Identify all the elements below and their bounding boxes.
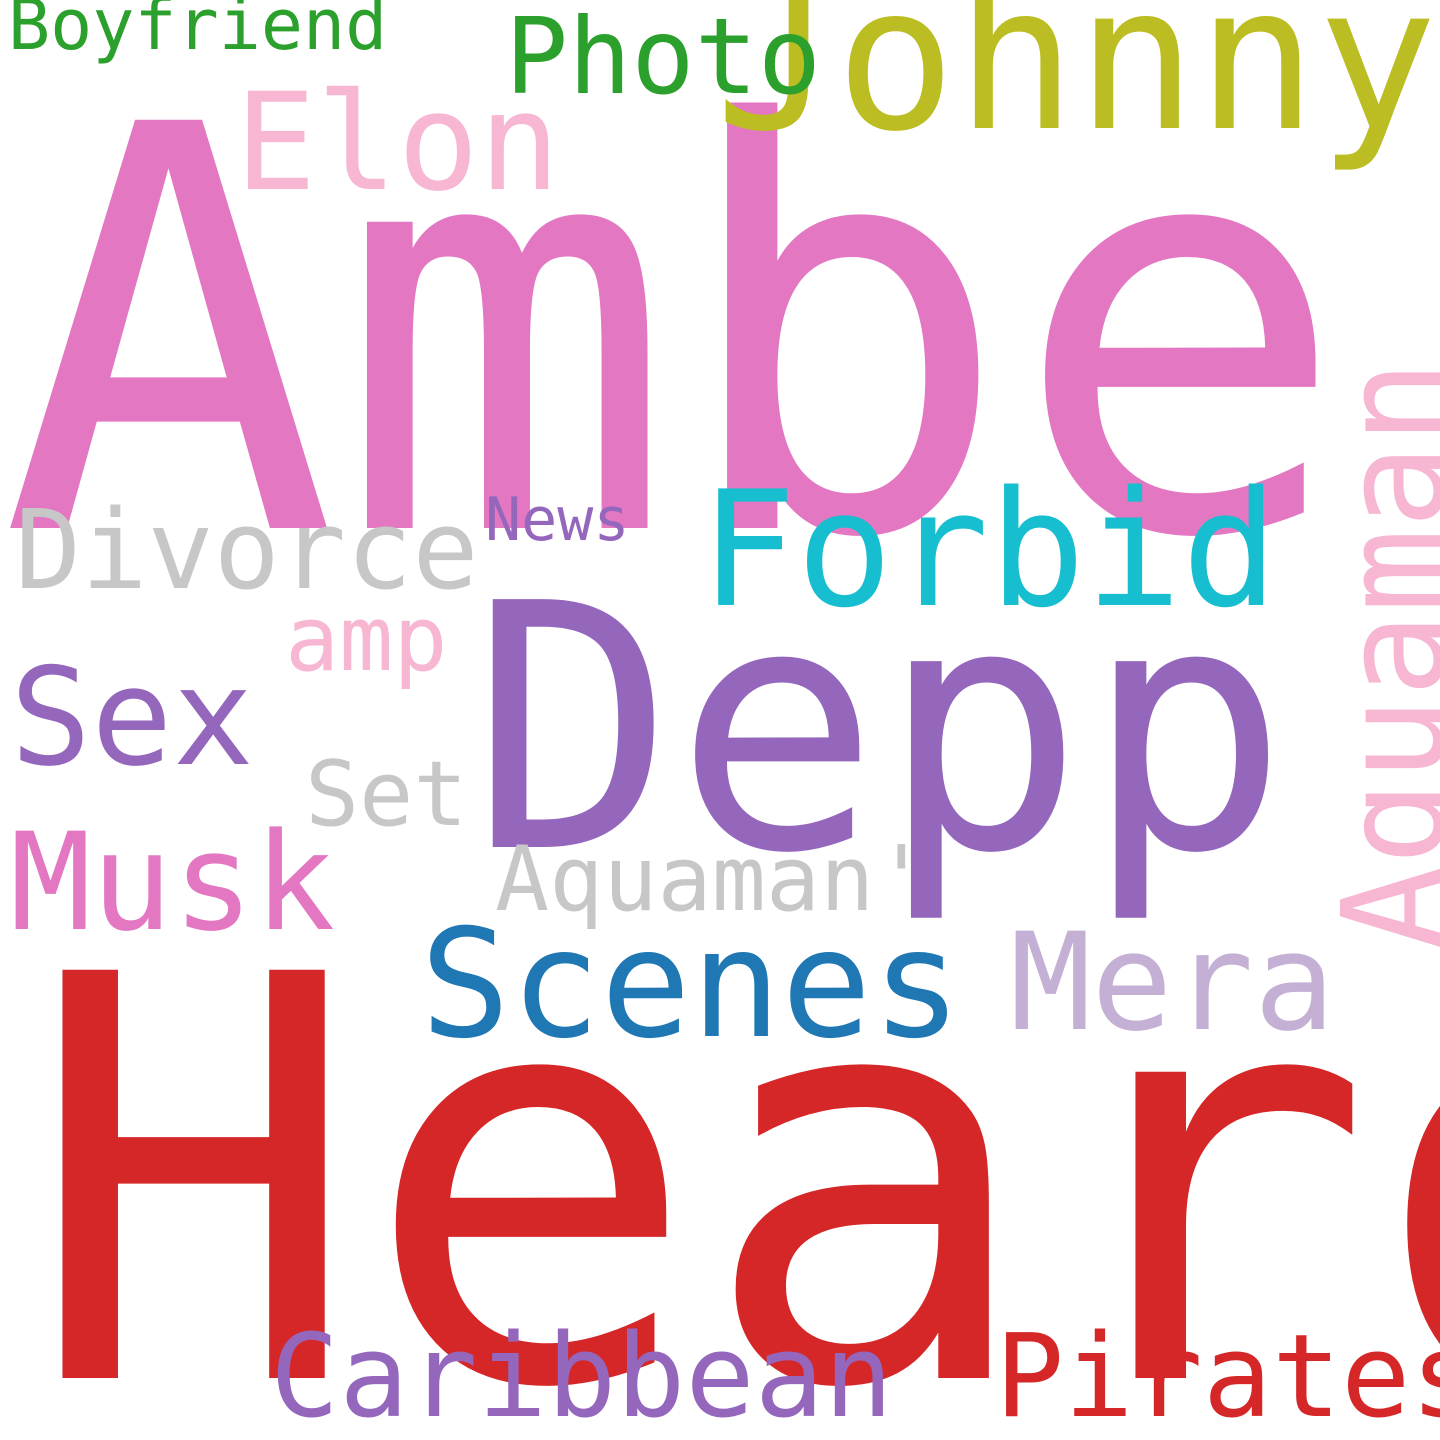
word-aquaman-vertical: Aquaman	[1313, 359, 1440, 951]
word-set: Set	[305, 742, 468, 847]
word-musk: Musk	[10, 804, 336, 961]
word-sex: Sex	[10, 639, 254, 796]
word-pirates: Pirates	[995, 1310, 1440, 1440]
word-aquaman-possessive: Aquaman'	[495, 827, 929, 932]
word-divorce: Divorce	[15, 486, 479, 614]
word-amber: Amber	[0, 9, 1440, 661]
word-elon: Elon	[235, 64, 561, 221]
word-depp: Depp	[470, 532, 1289, 928]
word-johnny: Johnny	[715, 0, 1438, 176]
word-news: News	[485, 485, 630, 555]
word-caribbean: Caribbean	[270, 1310, 894, 1440]
word-heard: Heard	[25, 859, 1440, 1440]
word-forbid: Forbid	[700, 456, 1278, 643]
word-photo: Photo	[505, 0, 822, 118]
word-scenes: Scenes	[420, 898, 962, 1072]
word-mera: Mera	[1010, 904, 1336, 1061]
word-amp: amp	[285, 587, 448, 692]
word-boyfriend: Boyfriend	[8, 0, 388, 66]
